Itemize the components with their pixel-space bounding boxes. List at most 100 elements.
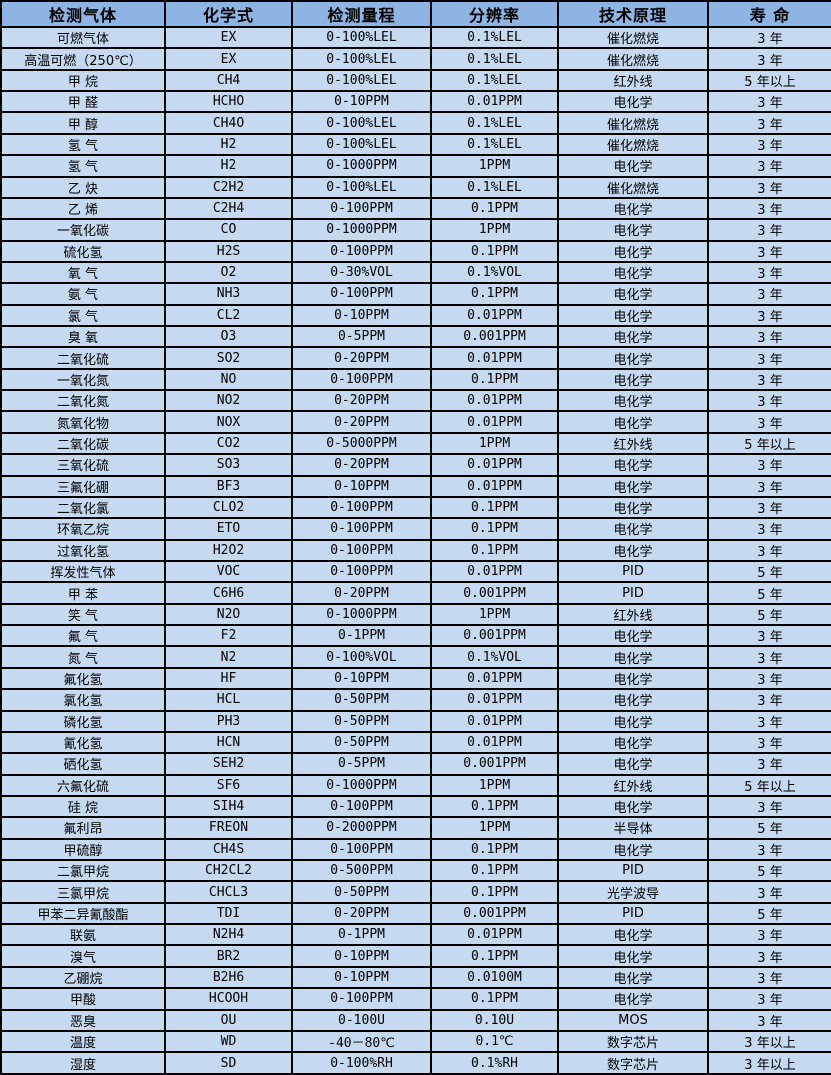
table-cell: 氯 气: [0, 303, 166, 328]
table-cell: PID: [557, 559, 709, 584]
table-cell: 5 年以上: [707, 773, 831, 797]
table-cell: WD: [164, 1029, 293, 1054]
table-cell: 氯化氢: [0, 688, 166, 712]
table-cell: 3 年: [707, 132, 831, 157]
table-cell: 0.01PPM: [430, 90, 559, 114]
table-row: 二氧化硫 SO2 0-20PPM 0.01PPM 电化学 3 年: [0, 346, 831, 370]
table-cell: 0-20PPM: [291, 581, 432, 605]
table-cell: 氢 气: [0, 132, 166, 157]
table-cell: 0.01PPM: [430, 709, 559, 733]
table-cell: 电化学: [557, 624, 709, 648]
table-cell: SO3: [164, 453, 293, 477]
table-cell: 硫化氢: [0, 239, 166, 263]
table-cell: 磷化氢: [0, 709, 166, 733]
table-cell: 3 年以上: [707, 1051, 831, 1075]
table-cell: 0-1PPM: [291, 624, 432, 648]
table-cell: 0-10PPM: [291, 965, 432, 990]
table-cell: 0-100PPM: [291, 517, 432, 541]
table-cell: 电化学: [557, 538, 709, 563]
table-row: 湿度 SD 0-100%RH 0.1%RH 数字芯片 3 年以上: [0, 1051, 831, 1075]
table-cell: 电化学: [557, 325, 709, 349]
table-cell: 电化学: [557, 282, 709, 306]
table-cell: 电化学: [557, 196, 709, 221]
table-cell: 3 年: [707, 1008, 831, 1032]
table-cell: 乙 炔: [0, 175, 166, 199]
table-cell: CO2: [164, 431, 293, 456]
table-cell: 5 年以上: [707, 431, 831, 456]
table-cell: SO2: [164, 346, 293, 370]
table-row: 三氯甲烷 CHCL3 0-50PPM 0.1PPM 光学波导 3 年: [0, 880, 831, 904]
table-cell: 硒化氢: [0, 752, 166, 776]
table-row: 氢 气 H2 0-1000PPM 1PPM 电化学 3 年: [0, 154, 831, 178]
table-cell: 乙硼烷: [0, 965, 166, 990]
table-cell: CH4S: [164, 837, 293, 862]
table-cell: 二氧化氮: [0, 389, 166, 413]
table-cell: 5 年: [707, 858, 831, 883]
table-cell: 氧 气: [0, 260, 166, 285]
table-cell: 红外线: [557, 68, 709, 93]
table-cell: 氮 气: [0, 645, 166, 669]
table-cell: 恶臭: [0, 1008, 166, 1032]
table-cell: 3 年: [707, 752, 831, 776]
table-row: 甲 苯 C6H6 0-20PPM 0.001PPM PID 5 年: [0, 581, 831, 605]
table-row: 笑 气 N2O 0-1000PPM 1PPM 红外线 5 年: [0, 602, 831, 627]
table-cell: 3 年: [707, 923, 831, 947]
table-cell: 0.10U: [430, 1008, 559, 1032]
table-row: 甲硫醇 CH4S 0-100PPM 0.1PPM 电化学 3 年: [0, 837, 831, 862]
table-row: 氧 气 O2 0-30%VOL 0.1%VOL 电化学 3 年: [0, 260, 831, 285]
table-cell: 氟 气: [0, 624, 166, 648]
table-cell: FREON: [164, 816, 293, 840]
table-cell: 3 年: [707, 965, 831, 990]
table-cell: 0.1PPM: [430, 495, 559, 520]
table-cell: 0.01PPM: [430, 923, 559, 947]
table-cell: CH2CL2: [164, 858, 293, 883]
table-cell: N2: [164, 645, 293, 669]
table-cell: MOS: [557, 1008, 709, 1032]
table-cell: 0.1PPM: [430, 794, 559, 819]
table-cell: PID: [557, 581, 709, 605]
table-cell: 电化学: [557, 218, 709, 242]
table-cell: 3 年: [707, 303, 831, 328]
table-row: 氟 气 F2 0-1PPM 0.001PPM 电化学 3 年: [0, 624, 831, 648]
table-cell: 0-100%LEL: [291, 68, 432, 93]
table-cell: 红外线: [557, 602, 709, 627]
table-cell: 过氧化氢: [0, 538, 166, 563]
table-cell: BF3: [164, 474, 293, 498]
table-cell: 甲 苯: [0, 581, 166, 605]
table-cell: 0-10PPM: [291, 474, 432, 498]
table-cell: 0-10PPM: [291, 90, 432, 114]
column-header: 分辨率: [430, 0, 559, 28]
table-row: 过氧化氢 H2O2 0-100PPM 0.1PPM 电化学 3 年: [0, 538, 831, 563]
table-row: 高温可燃（250℃） EX 0-100%LEL 0.1%LEL 催化燃烧 3 年: [0, 47, 831, 71]
table-cell: 0.1PPM: [430, 987, 559, 1011]
table-cell: SF6: [164, 773, 293, 797]
table-cell: 3 年: [707, 196, 831, 221]
table-cell: 3 年: [707, 688, 831, 712]
table-cell: 臭 氧: [0, 325, 166, 349]
table-cell: 0.01PPM: [430, 389, 559, 413]
table-cell: CL2: [164, 303, 293, 328]
table-cell: SEH2: [164, 752, 293, 776]
table-cell: 0-100%LEL: [291, 47, 432, 71]
table-cell: 电化学: [557, 730, 709, 755]
table-cell: 数字芯片: [557, 1029, 709, 1054]
column-header: 化学式: [164, 0, 293, 28]
table-cell: H2: [164, 132, 293, 157]
table-cell: TDI: [164, 901, 293, 926]
table-row: 氟化氢 HF 0-10PPM 0.01PPM 电化学 3 年: [0, 666, 831, 691]
table-cell: 一氧化碳: [0, 218, 166, 242]
table-cell: 温度: [0, 1029, 166, 1054]
table-cell: 3 年: [707, 25, 831, 50]
table-cell: 可燃气体: [0, 25, 166, 50]
table-cell: 3 年: [707, 987, 831, 1011]
table-cell: 1PPM: [430, 218, 559, 242]
table-cell: VOC: [164, 559, 293, 584]
column-header: 检测量程: [291, 0, 432, 28]
table-cell: 0-100%LEL: [291, 175, 432, 199]
table-cell: 0-20PPM: [291, 901, 432, 926]
table-cell: 0-100PPM: [291, 559, 432, 584]
table-row: 甲 醇 CH4O 0-100%LEL 0.1%LEL 催化燃烧 3 年: [0, 111, 831, 135]
table-cell: 0-100PPM: [291, 495, 432, 520]
table-cell: 湿度: [0, 1051, 166, 1075]
table-cell: 3 年: [707, 410, 831, 434]
